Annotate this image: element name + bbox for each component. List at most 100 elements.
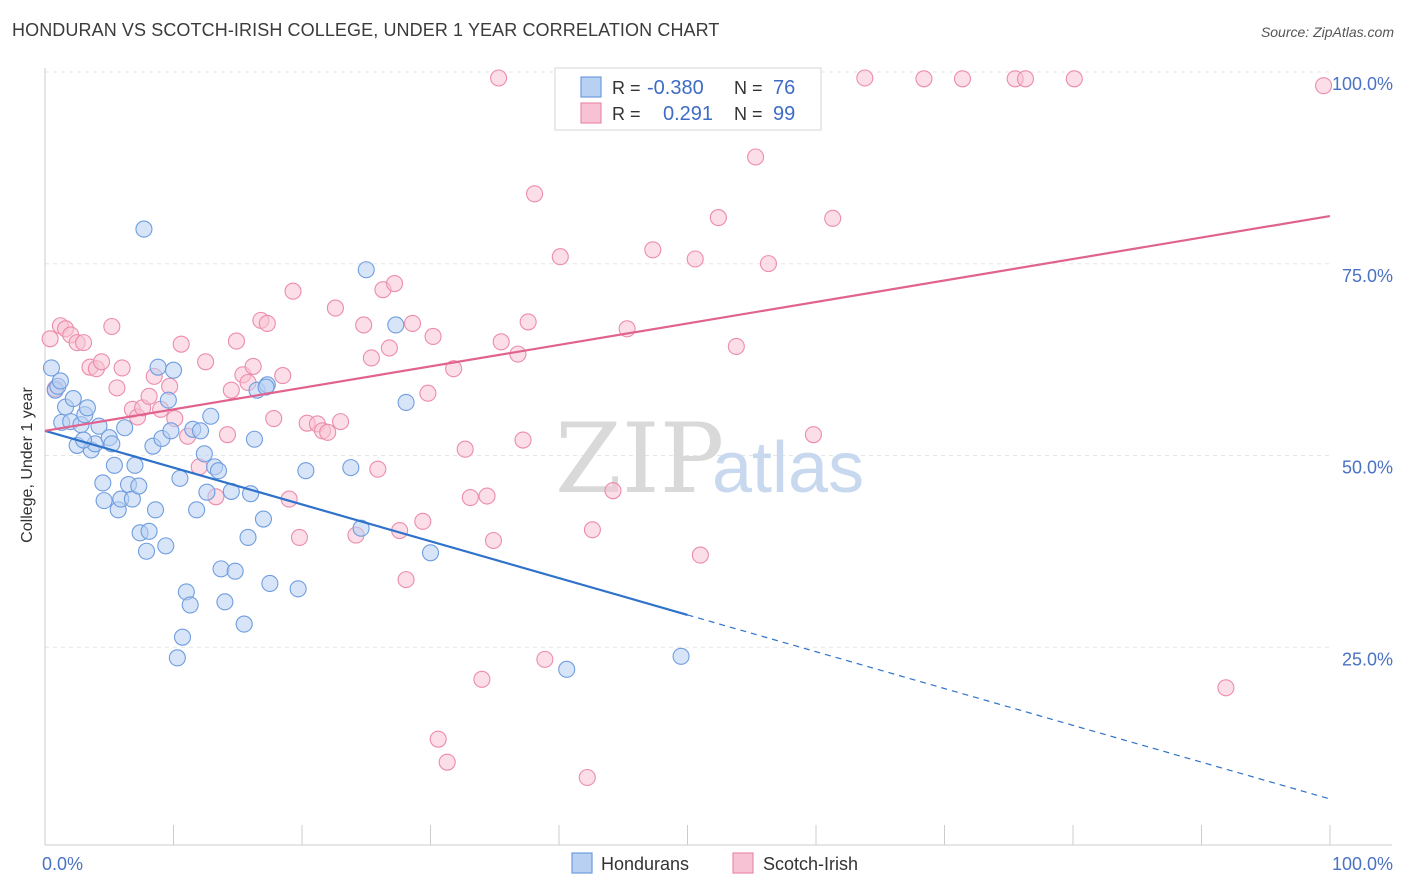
scotch-irish-point	[419, 384, 437, 402]
honduran-point	[95, 492, 113, 510]
bottom-legend-hondurans: Hondurans	[601, 854, 689, 874]
scotch-irish-point	[397, 571, 415, 589]
y-tick-label-50: 50.0%	[1342, 458, 1393, 478]
honduran-point	[245, 430, 264, 448]
scotch-irish-point	[369, 460, 387, 478]
watermark-zip: ZIP	[555, 403, 724, 515]
axes	[44, 68, 1392, 846]
honduran-point	[342, 459, 360, 477]
honduran-point	[216, 593, 234, 611]
honduran-trend-line-extension	[687, 614, 1331, 800]
scotch-irish-point	[362, 349, 380, 367]
scotch-irish-point	[484, 531, 503, 550]
legend-n-value-1: 76	[773, 77, 795, 99]
scotch-irish-point	[414, 512, 432, 530]
scotch-irish-point	[274, 367, 292, 385]
honduran-point	[261, 574, 279, 593]
honduran-point	[78, 399, 96, 417]
legend-r-value-2: 0.291	[663, 103, 713, 125]
y-tick-labels: 25.0% 50.0% 75.0% 100.0%	[1332, 74, 1393, 669]
scotch-irish-point	[478, 487, 496, 505]
honduran-point	[105, 456, 123, 474]
scotch-irish-point	[75, 334, 93, 352]
scotch-irish-point	[218, 426, 237, 444]
trend-lines	[44, 214, 1331, 800]
scotch-irish-point	[473, 670, 491, 688]
scotch-irish-point	[265, 409, 283, 428]
scotch-irish-point	[824, 209, 842, 227]
scotch-irish-point	[709, 209, 727, 227]
honduran-point	[297, 462, 315, 480]
honduran-point	[209, 462, 228, 480]
scotch-irish-point	[385, 275, 404, 293]
honduran-point	[51, 372, 69, 390]
scotch-irish-point	[326, 299, 344, 317]
x-tick-label-min: 0.0%	[42, 854, 83, 874]
scotch-irish-point	[461, 488, 479, 507]
watermark: ZIP atlas	[555, 403, 864, 515]
honduran-point	[149, 358, 167, 376]
honduran-points	[42, 220, 690, 678]
scotch-irish-point	[429, 730, 447, 748]
scotch-irish-point	[1315, 77, 1333, 95]
bottom-legend-scotch-irish: Scotch-Irish	[763, 854, 858, 874]
honduran-point	[137, 542, 156, 560]
scotch-irish-point	[222, 381, 240, 399]
scotch-irish-point	[331, 413, 350, 431]
scotch-irish-point	[915, 70, 933, 88]
watermark-atlas: atlas	[712, 428, 864, 508]
honduran-point	[212, 560, 230, 578]
honduran-point	[173, 628, 192, 646]
honduran-point	[159, 391, 177, 409]
honduran-point	[226, 562, 244, 580]
scotch-irish-point	[172, 335, 190, 353]
y-axis-label: College, Under 1 year	[19, 387, 36, 543]
grid-lines	[45, 71, 1330, 648]
honduran-point	[162, 422, 180, 440]
honduran-point	[235, 615, 253, 633]
y-tick-label-75: 75.0%	[1342, 266, 1393, 286]
legend-r-label-2: R =	[612, 104, 641, 124]
scotch-irish-point	[438, 753, 456, 771]
honduran-point	[198, 483, 216, 501]
honduran-point	[181, 596, 199, 614]
scotch-irish-point	[526, 185, 544, 203]
honduran-point	[140, 522, 158, 540]
scotch-irish-point	[41, 330, 59, 348]
scotch-irish-point	[604, 482, 622, 500]
scotch-irish-point	[583, 521, 601, 539]
scotch-irish-point	[103, 317, 121, 336]
honduran-point	[202, 407, 220, 425]
honduran-point	[126, 456, 144, 474]
honduran-point	[94, 474, 112, 492]
honduran-point	[116, 419, 134, 437]
honduran-point	[421, 544, 440, 562]
scotch-irish-point	[424, 327, 442, 346]
scotch-irish-point	[355, 316, 373, 334]
scotch-irish-trend-line	[44, 214, 1331, 432]
chart-title: HONDURAN VS SCOTCH-IRISH COLLEGE, UNDER …	[12, 20, 720, 40]
honduran-point	[672, 647, 690, 665]
honduran-point	[191, 422, 210, 440]
scotch-irish-point	[691, 546, 709, 564]
scotch-irish-point	[290, 528, 308, 546]
legend-r-label-1: R =	[612, 78, 641, 98]
scotch-irish-point	[747, 148, 765, 166]
scotch-irish-point	[456, 440, 474, 458]
scotch-irish-point	[509, 345, 527, 363]
scotch-irish-point	[258, 314, 276, 332]
scotch-irish-point	[284, 282, 302, 300]
scotch-irish-point	[727, 337, 745, 356]
scotch-irish-point	[804, 426, 822, 444]
series-legend: Hondurans Scotch-Irish	[571, 852, 858, 874]
scotch-irish-point	[197, 353, 215, 371]
scotch-irish-point	[514, 431, 532, 449]
y-tick-label-100: 100.0%	[1332, 74, 1393, 94]
honduran-point	[289, 580, 307, 598]
honduran-point	[357, 261, 375, 279]
x-tick-label-max: 100.0%	[1332, 854, 1393, 874]
chart-source: Source: ZipAtlas.com	[1260, 24, 1394, 40]
scotch-irish-point	[113, 359, 131, 377]
scotch-irish-point	[536, 650, 554, 668]
